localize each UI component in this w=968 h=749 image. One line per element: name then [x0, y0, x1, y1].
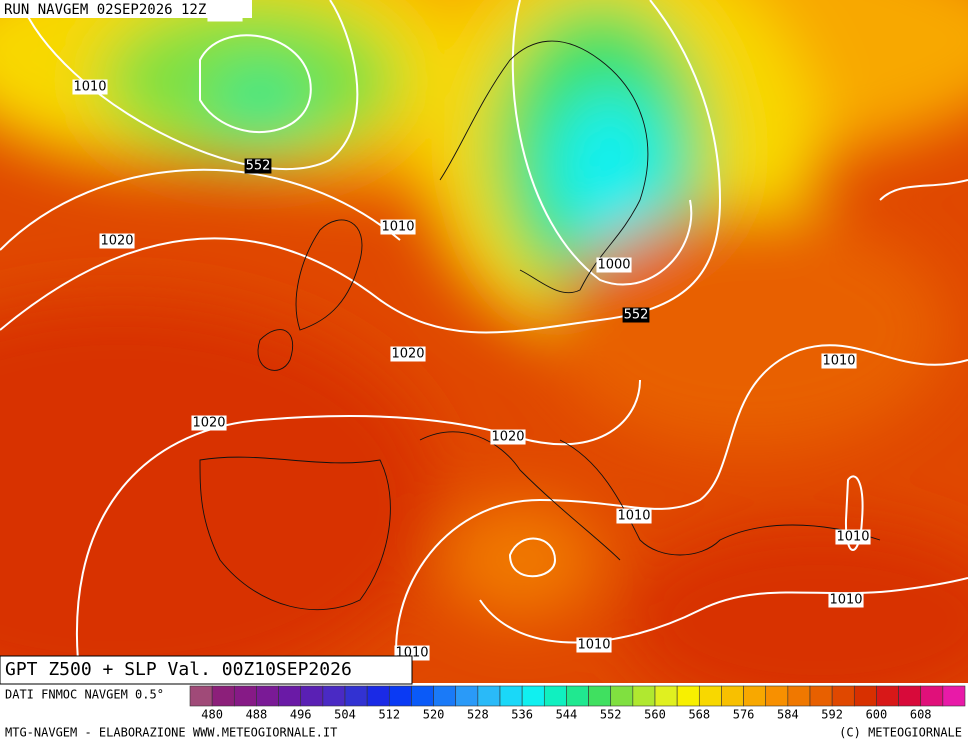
isobar-label: 1010: [836, 530, 869, 545]
scale-tick-label: 584: [777, 708, 799, 722]
isobar-label-bg: [821, 353, 857, 369]
isobar-label-bg: [622, 307, 650, 323]
color-swatch: [521, 685, 545, 707]
footer-left: MTG-NAVGEM - ELABORAZIONE WWW.METEOGIORN…: [5, 726, 337, 740]
color-swatch: [344, 685, 368, 707]
isobar-label-bg: [244, 158, 272, 174]
scale-tick-label: 512: [378, 708, 400, 722]
isobar-label: 1010: [822, 354, 855, 369]
isobar-label: 1020: [192, 416, 225, 431]
color-swatch: [189, 685, 213, 707]
color-swatch: [765, 685, 789, 707]
color-swatch: [388, 685, 412, 707]
color-swatch: [698, 685, 722, 707]
isobar-label-bg: [99, 233, 135, 249]
title-box: [0, 655, 413, 685]
color-swatch: [876, 685, 899, 707]
run-label: RUN NAVGEM 02SEP2026 12Z: [4, 2, 206, 18]
isobar-label-bg: [490, 429, 526, 445]
isobar-label: 1010: [577, 638, 610, 653]
color-swatch: [322, 685, 346, 707]
isobar-label: 1010: [829, 593, 862, 608]
isobar-label: 552: [624, 308, 649, 323]
color-swatch: [211, 685, 235, 707]
footer-right: (C) METEOGIORNALE: [839, 726, 962, 740]
color-swatch: [499, 685, 523, 707]
isobar-label: 1020: [100, 234, 133, 249]
isobar-label: 1000: [597, 258, 630, 273]
scale-tick-label: 552: [600, 708, 622, 722]
isobar-label-bg: [576, 637, 612, 653]
color-swatch: [610, 685, 634, 707]
scale-tick-label: 568: [688, 708, 710, 722]
scale-tick-label: 592: [821, 708, 843, 722]
color-swatch: [256, 685, 279, 707]
color-swatch: [477, 685, 501, 707]
isobar-label: 1010: [617, 509, 650, 524]
scale-tick-label: 480: [201, 708, 223, 722]
isobar-label-bg: [835, 529, 871, 545]
scale-tick-label: 576: [733, 708, 755, 722]
isobar-label: 1010: [381, 220, 414, 235]
isobar-label: 1010: [73, 80, 106, 95]
isobar-label-bg: [72, 79, 108, 95]
scale-tick-label: 560: [644, 708, 666, 722]
scale-tick-label: 488: [246, 708, 268, 722]
isobar-label: 1020: [491, 430, 524, 445]
color-swatch: [455, 685, 479, 707]
isobar-label-bg: [380, 219, 416, 235]
color-swatch: [898, 685, 922, 707]
color-scale: 480 488 496 504 512 520 528 536 544 552 560 568 576 5…: [189, 685, 966, 722]
run-box: [0, 0, 252, 18]
scale-tick-label: 504: [334, 708, 356, 722]
color-swatch: [300, 685, 324, 707]
scale-tick-label: 520: [423, 708, 445, 722]
color-swatch: [920, 685, 944, 707]
color-swatch: [853, 685, 877, 707]
color-swatch: [942, 685, 966, 707]
map: [0, 0, 968, 683]
map-title: GPT Z500 + SLP Val. 00Z10SEP2026: [5, 659, 352, 680]
scale-tick-label: 544: [556, 708, 578, 722]
color-swatch: [566, 685, 589, 707]
scale-tick-label: 600: [866, 708, 888, 722]
color-swatch: [411, 685, 434, 707]
color-swatch: [654, 685, 678, 707]
color-swatch: [278, 685, 302, 707]
scale-tick-label: 608: [910, 708, 932, 722]
color-swatch: [809, 685, 833, 707]
scale-tick-label: 536: [511, 708, 533, 722]
color-swatch: [433, 685, 457, 707]
isobar-label-bg: [596, 257, 632, 273]
color-swatch: [366, 685, 390, 707]
isobar-label: 1020: [391, 347, 424, 362]
isobar-label-bg: [616, 508, 652, 524]
color-swatch: [676, 685, 700, 707]
color-swatch: [543, 685, 567, 707]
color-swatch: [721, 685, 744, 707]
scale-tick-label: 496: [290, 708, 312, 722]
legend-source: DATI FNMOC NAVGEM 0.5°: [5, 688, 164, 702]
isobar-label-bg: [390, 346, 426, 362]
isobar-label-bg: [828, 592, 864, 608]
color-swatch: [632, 685, 656, 707]
color-swatch: [588, 685, 612, 707]
isobar-label: 552: [246, 159, 271, 174]
color-swatch: [743, 685, 767, 707]
color-swatch: [787, 685, 811, 707]
scale-tick-label: 528: [467, 708, 489, 722]
color-swatch: [233, 685, 257, 707]
isobar-label-bg: [191, 415, 227, 431]
color-swatch: [831, 685, 855, 707]
